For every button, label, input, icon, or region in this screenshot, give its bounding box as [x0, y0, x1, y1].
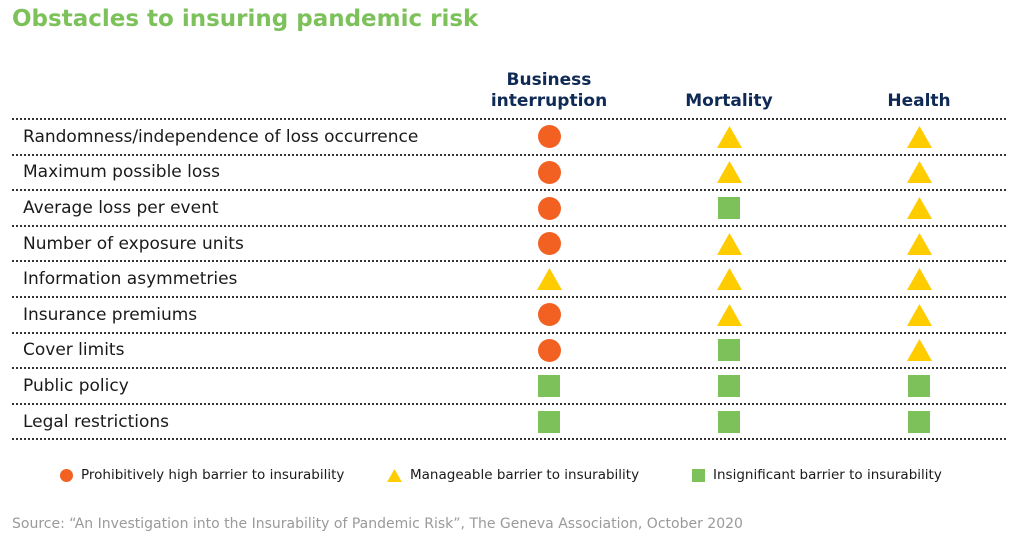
mark-circle-high — [537, 338, 561, 362]
row-label: Cover limits — [23, 340, 125, 361]
row-divider — [12, 331, 1006, 334]
row-divider — [12, 153, 1006, 156]
row-divider — [12, 189, 1006, 192]
triangle-shape — [716, 268, 742, 291]
row-label: Legal restrictions — [23, 411, 170, 432]
mark-square-insignificant — [718, 197, 740, 219]
triangle-shape — [906, 303, 932, 326]
row-divider — [12, 296, 1006, 298]
triangle-shape — [387, 468, 402, 482]
row-divider — [12, 402, 1006, 405]
column-header: Business interruption — [449, 70, 649, 112]
column-header-line: Health — [887, 91, 951, 111]
row-divider — [12, 260, 1006, 263]
row-label: Average loss per event — [23, 198, 219, 218]
mark-circle-high — [537, 125, 561, 149]
mark-circle-high — [537, 160, 561, 184]
triangle-shape — [906, 161, 932, 184]
mark-triangle-manageable — [906, 303, 932, 326]
row-divider — [12, 224, 1006, 227]
column-header-line: Business — [506, 70, 592, 90]
triangle-shape — [906, 197, 932, 219]
triangle-shape — [716, 125, 742, 148]
mark-circle-high — [537, 303, 561, 327]
chart-title: Obstacles to insuring pandemic risk — [12, 6, 479, 32]
legend-symbol-circle — [60, 468, 73, 482]
row-label: Insurance premiums — [23, 304, 198, 325]
column-header: Mortality — [629, 91, 829, 112]
mark-triangle-manageable — [536, 268, 562, 291]
mark-square-insignificant — [718, 410, 740, 433]
mark-triangle-manageable — [906, 268, 932, 291]
legend-symbol-square — [692, 468, 705, 482]
triangle-shape — [716, 161, 742, 184]
column-header: Health — [819, 91, 1019, 112]
triangle-shape — [536, 268, 562, 291]
row-divider — [12, 118, 1006, 120]
row-divider — [12, 367, 1006, 370]
row-label: Public policy — [23, 376, 129, 396]
mark-triangle-manageable — [716, 232, 742, 255]
mark-triangle-manageable — [716, 125, 742, 148]
mark-square-insignificant — [538, 410, 560, 433]
row-label: Randomness/independence of loss occurren… — [23, 126, 419, 147]
legend-label: Insignificant barrier to insurability — [713, 467, 942, 483]
legend-item-manageable: Manageable barrier to insurability — [387, 466, 639, 484]
legend-label: Manageable barrier to insurability — [410, 467, 640, 483]
legend-item-insignificant: Insignificant barrier to insurability — [692, 466, 942, 484]
triangle-shape — [906, 339, 932, 362]
mark-triangle-manageable — [906, 125, 932, 148]
mark-triangle-manageable — [716, 268, 742, 291]
mark-square-insignificant — [718, 375, 740, 397]
mark-triangle-manageable — [906, 339, 932, 362]
source-note: Source: “An Investigation into the Insur… — [12, 516, 743, 532]
mark-triangle-manageable — [716, 161, 742, 184]
mark-circle-high — [537, 232, 561, 256]
mark-triangle-manageable — [906, 232, 932, 255]
legend-item-high: Prohibitively high barrier to insurabili… — [60, 466, 344, 484]
mark-square-insignificant — [718, 339, 740, 362]
mark-square-insignificant — [538, 375, 560, 397]
mark-circle-high — [537, 196, 561, 220]
mark-square-insignificant — [908, 375, 930, 397]
triangle-shape — [906, 232, 932, 255]
legend-symbol-triangle — [387, 468, 402, 482]
mark-triangle-manageable — [906, 161, 932, 184]
legend-label: Prohibitively high barrier to insurabili… — [81, 467, 345, 483]
triangle-shape — [906, 125, 932, 148]
triangle-shape — [716, 232, 742, 255]
row-divider — [12, 438, 1006, 441]
row-label: Maximum possible loss — [23, 162, 221, 183]
mark-triangle-manageable — [906, 197, 932, 219]
mark-triangle-manageable — [716, 303, 742, 326]
triangle-shape — [906, 268, 932, 291]
triangle-shape — [716, 303, 742, 326]
row-label: Number of exposure units — [23, 233, 244, 254]
mark-square-insignificant — [908, 410, 930, 433]
row-label: Information asymmetries — [23, 269, 238, 290]
column-header-line: interruption — [490, 91, 608, 111]
column-header-line: Mortality — [685, 91, 773, 111]
